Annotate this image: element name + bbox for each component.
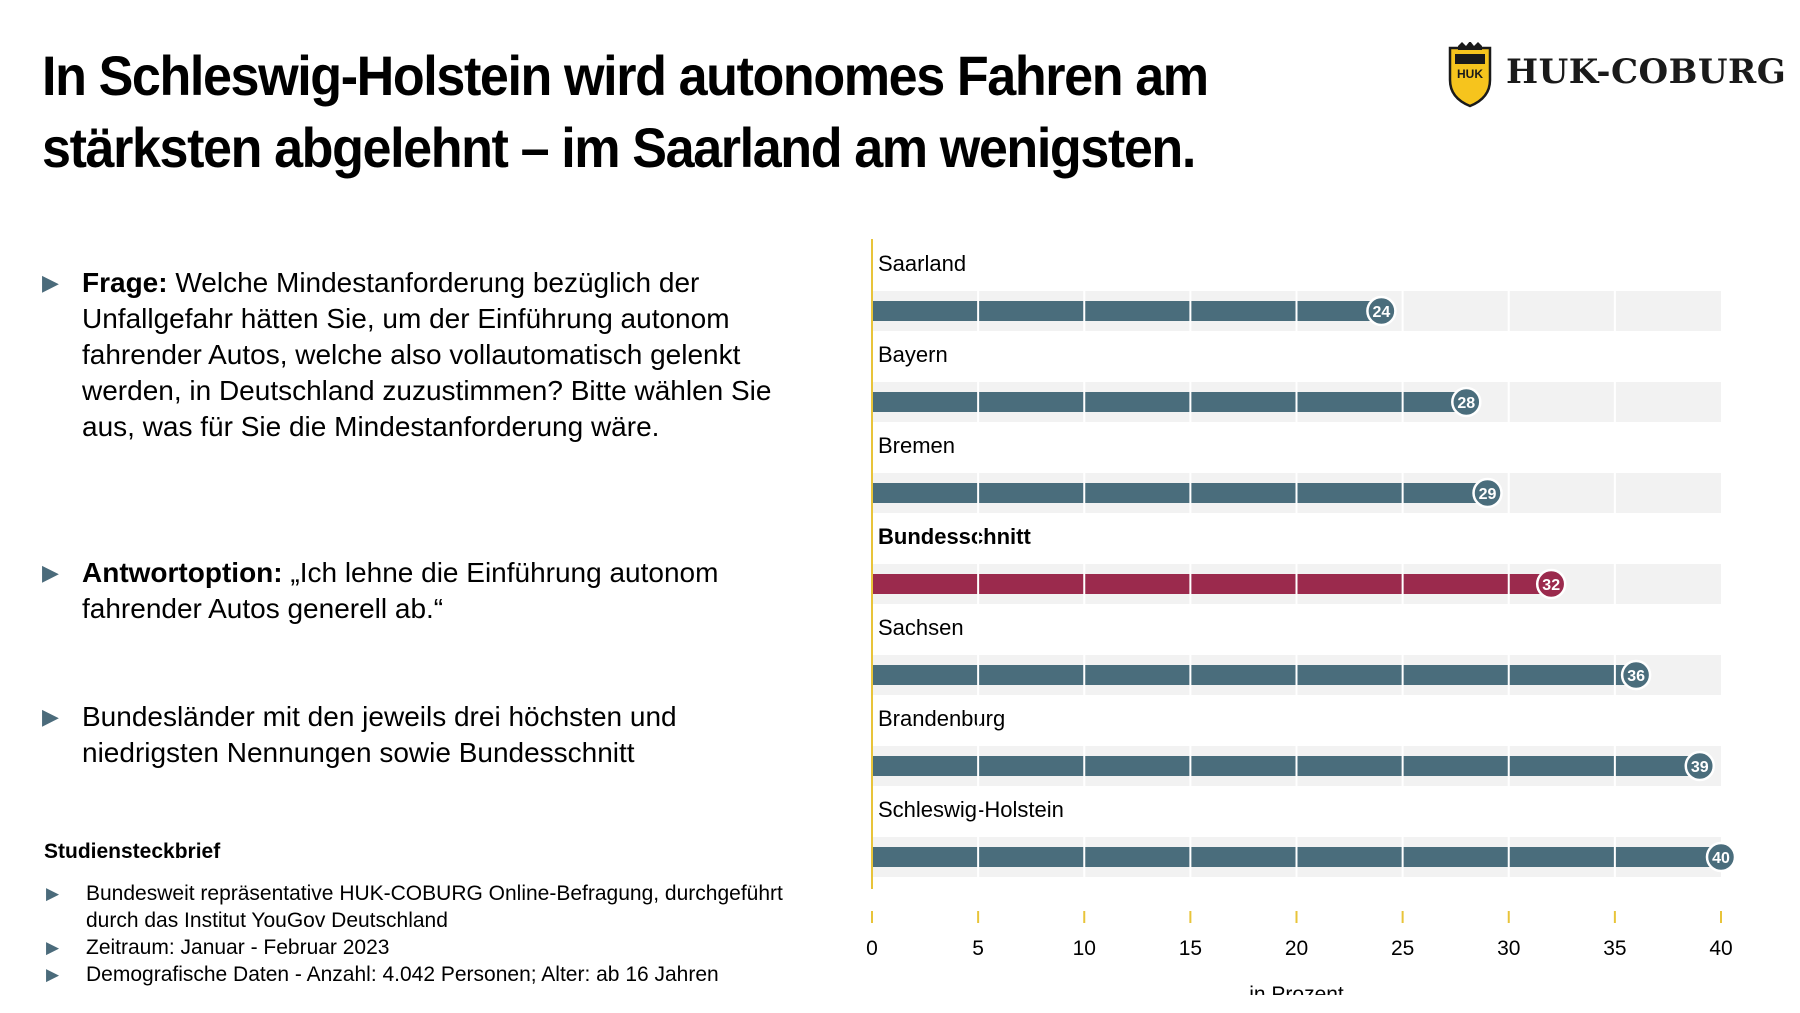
bar [872,665,1637,685]
study-item-text: Zeitraum: Januar - Februar 2023 [86,936,390,959]
bullet-selection: ▶ Bundesländer mit den jeweils drei höch… [42,699,802,771]
bar [872,483,1488,503]
bar [872,574,1552,594]
category-label: Schleswig-Holstein [878,797,1064,822]
category-label: Brandenburg [878,706,1005,731]
study-item-text: Demografische Daten - Anzahl: 4.042 Pers… [86,963,719,986]
bullet-question-label: Frage: [82,267,168,298]
bar-chart: Saarland 24 Bayern 28 Bremen 29 Bundesschnitt 3… [866,239,1737,995]
value-marker [1451,386,1482,418]
data-label: 28 [1457,395,1475,412]
x-tick-label: 0 [866,937,878,960]
page-title: In Schleswig-Holstein wird autonomes Fah… [42,44,1209,179]
huk-badge-text: HUK [1457,67,1483,81]
data-label: 40 [1712,850,1730,867]
logo-text: HUK-COBURG [1506,52,1787,92]
value-marker [1684,750,1716,782]
triangle-right-icon: ▶ [42,560,59,585]
category-label: Sachsen [878,615,964,640]
triangle-right-icon: ▶ [42,704,59,729]
value-marker [1620,659,1652,691]
bullet-question: ▶ Frage: Welche Mindestanforderung bezüg… [42,265,802,445]
category-label: Bundesschnitt [878,524,1031,549]
bullet-answer: ▶ Antwortoption: „Ich lehne die Einführu… [42,555,802,627]
triangle-right-icon: ▶ [46,965,60,984]
x-tick-label: 10 [1073,937,1096,960]
triangle-right-icon: ▶ [46,884,60,903]
value-marker [1472,477,1503,509]
data-label: 29 [1479,486,1497,503]
bullet-selection-text: Bundesländer mit den jeweils drei höchst… [82,701,677,768]
x-tick-label: 35 [1603,937,1626,960]
x-tick-label: 20 [1285,937,1308,960]
category-label: Bayern [878,342,948,367]
x-tick-label: 25 [1391,937,1414,960]
huk-shield-icon: HUK [1448,42,1492,108]
data-label: 39 [1691,759,1709,776]
bullet-question-text: Welche Mindestanforderung bezüglich der … [82,267,772,442]
x-axis-label: in Prozent [1249,983,1344,995]
bullet-answer-text: „Ich lehne die Einführung autonom fahren… [82,557,719,624]
bullet-answer-label: Antwortoption: [82,557,283,588]
bar [872,392,1467,412]
huk-coburg-logo: HUK HUK-COBURG [1446,42,1786,112]
category-label: Saarland [878,251,966,276]
value-marker [1366,295,1397,327]
x-tick-label: 30 [1497,937,1520,960]
study-item: ▶ Bundesweit repräsentative HUK-COBURG O… [44,880,804,934]
study-item-text: Bundesweit repräsentative HUK-COBURG Onl… [86,882,783,932]
value-marker [1705,841,1737,873]
value-marker [1535,568,1567,600]
data-label: 24 [1373,304,1391,321]
study-item: ▶ Zeitraum: Januar - Februar 2023 [44,934,804,961]
category-label: Bremen [878,433,955,458]
triangle-right-icon: ▶ [46,938,60,957]
data-label: 32 [1542,577,1560,594]
triangle-right-icon: ▶ [42,270,59,295]
data-label: 36 [1627,668,1645,685]
bar [872,301,1382,321]
study-title: Studiensteckbrief [44,840,221,863]
study-profile: Studiensteckbrief ▶ Bundesweit repräsent… [44,840,804,988]
x-tick-label: 40 [1709,937,1732,960]
bar [872,756,1700,776]
x-tick-label: 5 [972,937,984,960]
study-item: ▶ Demografische Daten - Anzahl: 4.042 Pe… [44,961,804,988]
x-tick-label: 15 [1179,937,1202,960]
